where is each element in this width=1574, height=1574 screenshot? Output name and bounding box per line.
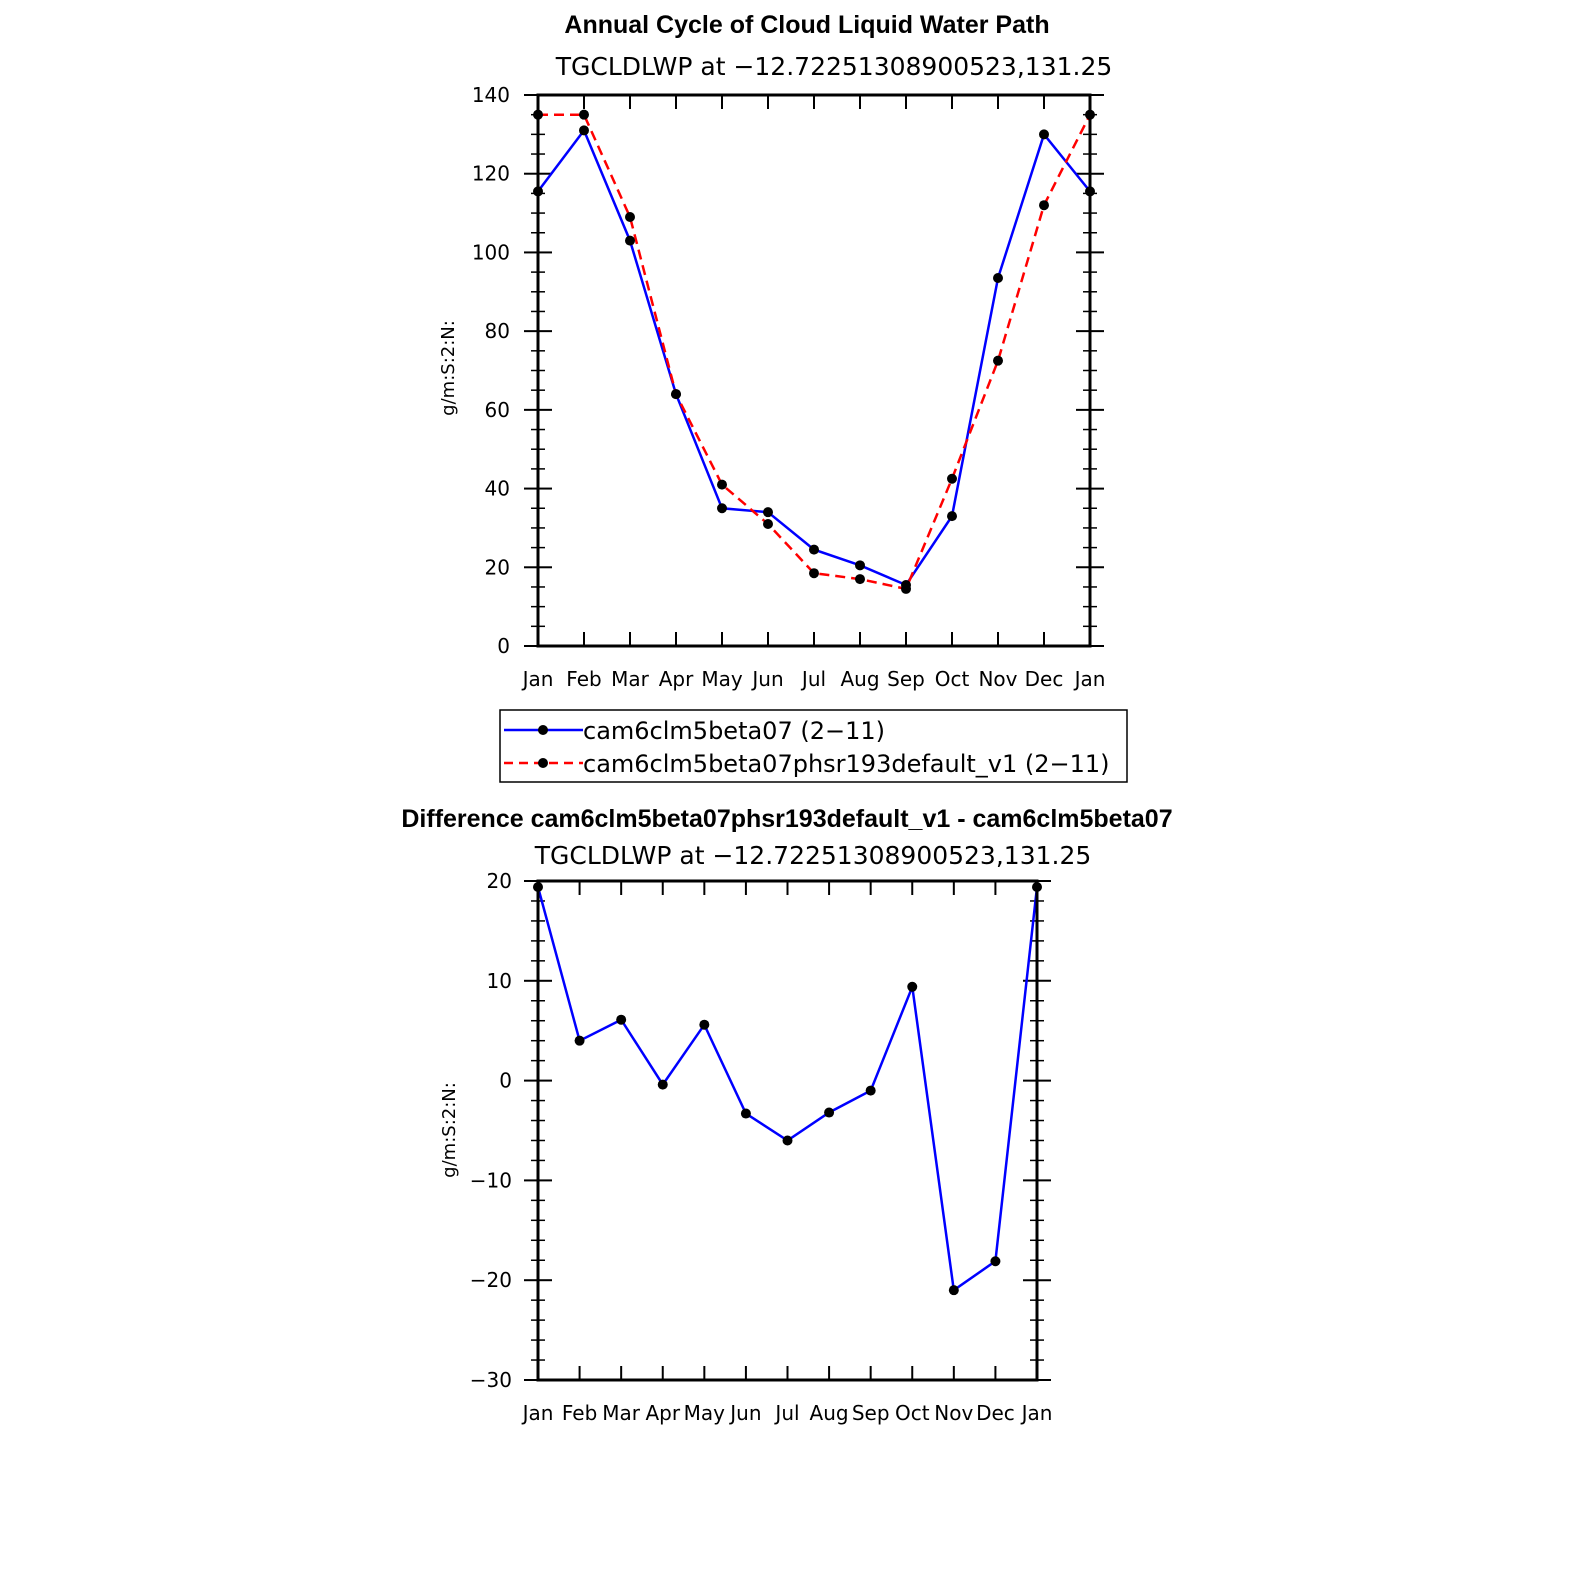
x-tick-label: Feb bbox=[566, 667, 601, 691]
data-point bbox=[809, 544, 819, 555]
x-tick-label: Nov bbox=[978, 667, 1017, 691]
annual-cycle-frame bbox=[536, 93, 1092, 648]
y-tick-label: −10 bbox=[470, 1168, 512, 1192]
y-tick-label: 0 bbox=[499, 1069, 512, 1093]
x-tick-label: Sep bbox=[852, 1401, 890, 1425]
y-tick-label: 60 bbox=[485, 398, 510, 422]
x-tick-label: Jul bbox=[800, 667, 826, 691]
x-tick-label: Feb bbox=[562, 1401, 597, 1425]
annual-cycle-panel: Annual Cycle of Cloud Liquid Water Path … bbox=[438, 11, 1128, 783]
x-tick-label: Aug bbox=[810, 1401, 849, 1425]
data-point bbox=[699, 1019, 710, 1030]
x-tick-label: Jan bbox=[1073, 667, 1106, 691]
difference-panel: Difference cam6clm5beta07phsr193default_… bbox=[401, 805, 1172, 1425]
y-tick-label: 100 bbox=[472, 240, 510, 264]
data-point bbox=[1039, 129, 1049, 140]
x-tick-label: Mar bbox=[602, 1401, 641, 1425]
legend: cam6clm5beta07 (2−11) cam6clm5beta07phsr… bbox=[499, 709, 1128, 783]
difference-frame bbox=[536, 879, 1039, 1382]
data-point bbox=[657, 1079, 668, 1090]
legend-marker-blue bbox=[538, 725, 548, 735]
data-point bbox=[616, 1014, 627, 1025]
x-tick-label: Dec bbox=[976, 1401, 1015, 1425]
x-tick-label: May bbox=[684, 1401, 726, 1425]
legend-label-red: cam6clm5beta07phsr193default_v1 (2−11) bbox=[583, 750, 1110, 778]
x-tick-label: Mar bbox=[611, 667, 650, 691]
x-tick-label: Oct bbox=[895, 1401, 930, 1425]
annual-cycle-subtitle: TGCLDLWP at −12.72251308900523,131.25 bbox=[555, 52, 1113, 81]
data-point bbox=[579, 109, 589, 120]
x-tick-label: Oct bbox=[935, 667, 970, 691]
data-point bbox=[717, 503, 727, 514]
data-point bbox=[809, 568, 819, 579]
x-tick-label: Jan bbox=[1020, 1401, 1053, 1425]
data-point bbox=[717, 479, 727, 490]
y-tick-label: −20 bbox=[470, 1268, 512, 1292]
data-point bbox=[782, 1135, 793, 1146]
x-tick-label: Apr bbox=[645, 1401, 680, 1425]
x-tick-label: Apr bbox=[659, 667, 694, 691]
data-point bbox=[763, 507, 773, 518]
y-tick-label: 120 bbox=[472, 162, 510, 186]
data-point bbox=[947, 511, 957, 522]
data-point bbox=[625, 235, 635, 246]
annual-cycle-series bbox=[533, 109, 1095, 594]
legend-label-blue: cam6clm5beta07 (2−11) bbox=[583, 717, 885, 745]
data-point bbox=[990, 1256, 1001, 1267]
x-tick-label: Dec bbox=[1025, 667, 1064, 691]
y-tick-label: 20 bbox=[485, 555, 510, 579]
data-point bbox=[574, 1035, 585, 1046]
x-tick-label: Jan bbox=[521, 1401, 554, 1425]
data-point bbox=[579, 125, 589, 136]
annual-cycle-ylabel: g/m:S:2:N: bbox=[438, 320, 459, 416]
difference-ylabel: g/m:S:2:N: bbox=[439, 1082, 460, 1178]
x-tick-label: Jul bbox=[773, 1401, 799, 1425]
data-point bbox=[865, 1085, 876, 1096]
x-tick-label: May bbox=[701, 667, 743, 691]
x-tick-label: Aug bbox=[840, 667, 879, 691]
x-tick-label: Jun bbox=[728, 1401, 761, 1425]
data-point bbox=[824, 1107, 835, 1118]
data-point bbox=[907, 981, 918, 992]
data-point bbox=[948, 1285, 959, 1296]
annual-cycle-title: Annual Cycle of Cloud Liquid Water Path bbox=[564, 11, 1049, 39]
legend-box bbox=[499, 709, 1128, 783]
y-tick-label: 80 bbox=[485, 319, 510, 343]
y-tick-label: 20 bbox=[487, 869, 512, 893]
difference-ticks: Jan Feb Mar Apr May Jun Jul Aug Sep Oct Nov Dec Jan−… bbox=[470, 869, 1053, 1425]
difference-subtitle: TGCLDLWP at −12.72251308900523,131.25 bbox=[534, 841, 1092, 870]
y-tick-label: 10 bbox=[487, 969, 512, 993]
data-point bbox=[993, 273, 1003, 284]
data-point bbox=[763, 518, 773, 529]
series-line-1 bbox=[538, 113, 1092, 591]
x-tick-label: Sep bbox=[887, 667, 925, 691]
data-point bbox=[947, 473, 957, 484]
y-tick-label: 0 bbox=[497, 634, 510, 658]
series-line-0 bbox=[536, 886, 1039, 1293]
data-point bbox=[625, 212, 635, 223]
y-tick-label: 140 bbox=[472, 83, 510, 107]
annual-cycle-ticks: Jan Feb Mar Apr May Jun Jul Aug Sep Oct Nov Dec Jan 0… bbox=[472, 83, 1106, 691]
legend-marker-red bbox=[538, 758, 548, 768]
data-point bbox=[901, 583, 911, 594]
y-tick-label: −30 bbox=[470, 1368, 512, 1392]
difference-title: Difference cam6clm5beta07phsr193default_… bbox=[401, 805, 1172, 833]
difference-series bbox=[533, 881, 1042, 1296]
data-point bbox=[1039, 200, 1049, 211]
data-point bbox=[855, 560, 865, 571]
data-point bbox=[740, 1108, 751, 1119]
data-point bbox=[993, 355, 1003, 366]
data-point bbox=[671, 389, 681, 400]
data-point bbox=[855, 574, 865, 585]
x-tick-label: Jan bbox=[521, 667, 554, 691]
x-tick-label: Jun bbox=[750, 667, 783, 691]
x-tick-label: Nov bbox=[934, 1401, 973, 1425]
y-tick-label: 40 bbox=[485, 477, 510, 501]
